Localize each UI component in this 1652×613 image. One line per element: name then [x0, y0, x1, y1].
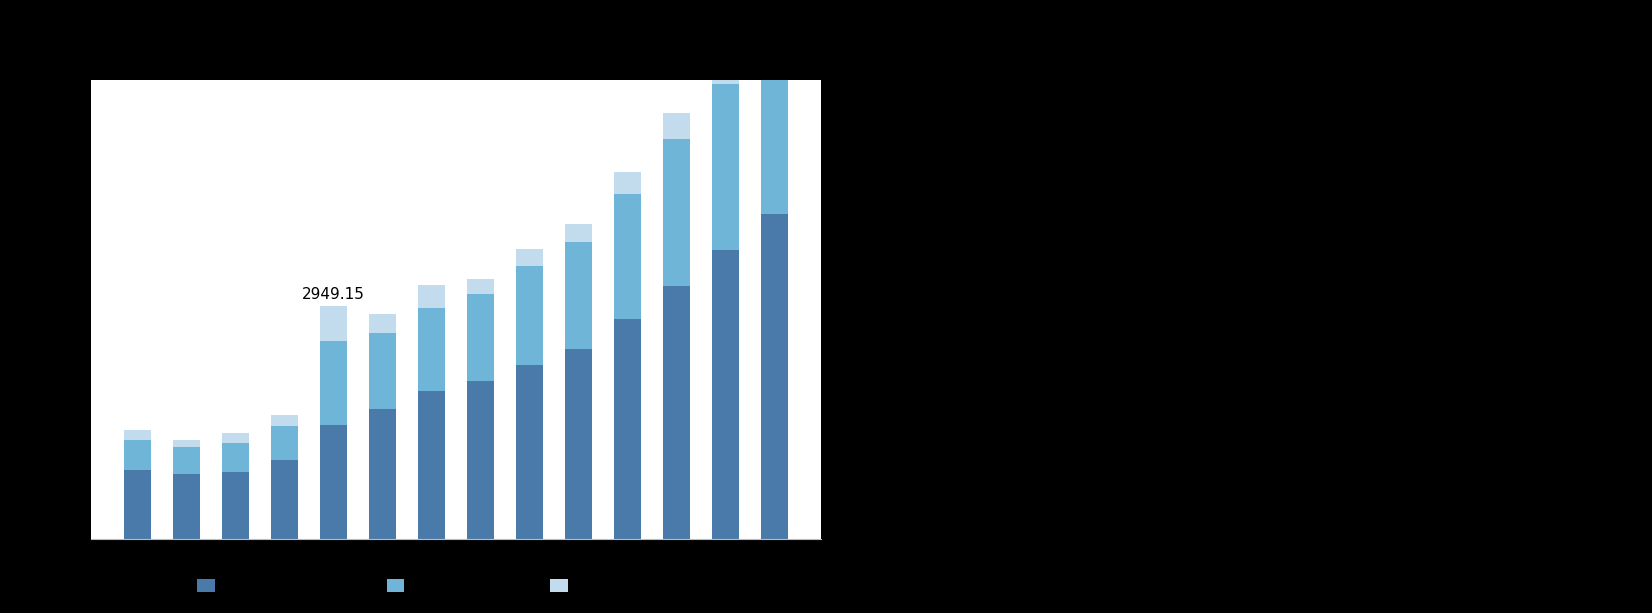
Bar — [320, 306, 347, 341]
Bar — [712, 250, 738, 539]
Bar — [173, 440, 200, 447]
Bar — [565, 349, 591, 539]
Bar — [173, 447, 200, 474]
Bar — [124, 471, 150, 539]
Bar — [173, 474, 200, 539]
Bar — [221, 433, 249, 443]
Bar — [368, 313, 396, 333]
Bar — [712, 53, 738, 83]
Bar — [468, 381, 494, 539]
Bar — [418, 391, 444, 539]
Bar — [515, 249, 544, 266]
Bar — [221, 443, 249, 472]
Bar — [124, 440, 150, 471]
Bar — [762, 24, 788, 215]
Bar — [320, 341, 347, 424]
Bar — [615, 319, 641, 539]
Bar — [515, 266, 544, 365]
Bar — [515, 365, 544, 539]
Text: 2949.15: 2949.15 — [302, 287, 365, 302]
Bar — [320, 424, 347, 539]
Bar — [418, 308, 444, 391]
Bar — [271, 414, 297, 426]
Bar — [615, 194, 641, 319]
Bar — [662, 286, 691, 539]
Bar — [565, 224, 591, 242]
Bar — [712, 83, 738, 250]
Bar — [762, 0, 788, 24]
Bar — [662, 113, 691, 139]
Bar — [368, 333, 396, 409]
Bar — [368, 409, 396, 539]
Legend: Smart Electric Meter, Smart Gas Meter, Smart Water Meter: Smart Electric Meter, Smart Gas Meter, S… — [192, 573, 720, 600]
Bar — [271, 426, 297, 460]
Bar — [662, 139, 691, 286]
Bar — [418, 285, 444, 308]
Bar — [221, 472, 249, 539]
Bar — [615, 172, 641, 194]
Bar — [468, 279, 494, 294]
Bar — [271, 460, 297, 539]
Bar — [124, 430, 150, 440]
Bar — [565, 242, 591, 349]
Bar — [762, 215, 788, 539]
Bar — [468, 294, 494, 381]
Text: U.S. Smart Meter Market, By Type, 2019 - 2032 (USD Million): U.S. Smart Meter Market, By Type, 2019 -… — [182, 43, 730, 61]
